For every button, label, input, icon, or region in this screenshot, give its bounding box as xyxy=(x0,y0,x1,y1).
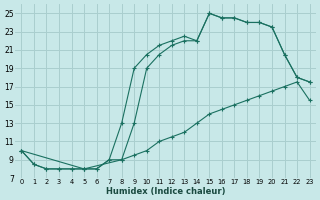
X-axis label: Humidex (Indice chaleur): Humidex (Indice chaleur) xyxy=(106,187,225,196)
